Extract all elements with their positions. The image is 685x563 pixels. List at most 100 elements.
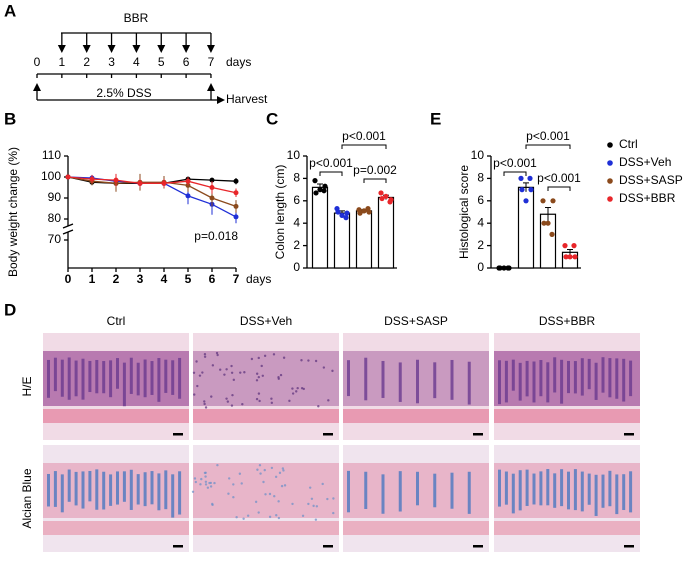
cell: [200, 477, 203, 481]
crypt: [580, 471, 584, 512]
arrow-head: [33, 83, 41, 91]
point: [113, 177, 119, 183]
cell: [215, 351, 219, 355]
cell: [232, 378, 236, 382]
cell: [203, 402, 206, 406]
arrow-head: [182, 45, 191, 53]
muscle: [343, 409, 489, 423]
cell: [204, 406, 208, 409]
y-tick-label: 4: [293, 215, 300, 229]
cell: [258, 399, 261, 403]
crypt: [511, 359, 515, 391]
legend-label: Ctrl: [619, 137, 638, 151]
crypt: [546, 362, 550, 403]
cell: [203, 352, 207, 356]
crypt: [171, 360, 175, 395]
x-axis-label: days: [246, 272, 271, 286]
cell: [256, 468, 259, 471]
crypt: [518, 362, 522, 401]
arrow-head: [57, 45, 66, 53]
cell: [257, 356, 260, 360]
crypt: [450, 472, 454, 509]
crypt: [622, 474, 626, 511]
cell: [261, 374, 264, 378]
y-tick-label: 90: [48, 190, 62, 204]
cell: [315, 505, 319, 508]
crypt: [81, 471, 85, 509]
cell: [314, 359, 318, 363]
data-point: [379, 195, 385, 202]
panel-label: B: [4, 109, 16, 128]
y-tick-label: 4: [477, 215, 484, 229]
cell: [242, 517, 245, 520]
data-point: [505, 265, 511, 271]
crypt: [594, 474, 598, 516]
muscle: [494, 409, 640, 423]
column-label: Ctrl: [107, 314, 126, 328]
cell: [240, 482, 243, 485]
panel-label: A: [4, 1, 16, 20]
crypt: [95, 359, 99, 394]
crypt: [122, 471, 126, 502]
y-tick-label: 0: [293, 260, 300, 274]
crypt: [88, 360, 92, 393]
cell: [322, 366, 326, 369]
crypt: [88, 470, 92, 502]
cell: [225, 397, 228, 400]
crypt: [164, 359, 168, 393]
legend-marker: [607, 178, 613, 184]
crypt: [532, 361, 536, 403]
endpoint: Harvest: [226, 92, 268, 106]
crypt: [143, 472, 147, 507]
cell: [279, 373, 283, 377]
panel-label: D: [4, 300, 16, 319]
panel-label: E: [430, 109, 441, 128]
cell: [282, 356, 286, 359]
cell: [273, 494, 276, 498]
x-tick-label: 6: [209, 272, 216, 286]
muscle: [193, 521, 339, 535]
day-label: 5: [158, 55, 165, 69]
row-label: Alcian Blue: [20, 468, 34, 528]
data-point: [383, 193, 389, 199]
crypt: [587, 473, 591, 505]
comparison-bracket: [547, 186, 571, 191]
y-tick-label: 6: [477, 193, 484, 207]
y-tick-label: 2: [477, 238, 484, 252]
cell: [211, 364, 215, 367]
y-tick-label: 8: [477, 171, 484, 185]
crypt: [53, 357, 57, 392]
cell: [232, 483, 235, 486]
cell: [250, 357, 254, 361]
cell: [272, 353, 276, 356]
bar: [311, 186, 329, 269]
legend-label: DSS+SASP: [619, 173, 683, 187]
data-point: [361, 208, 367, 214]
arrow-head: [107, 45, 116, 53]
data-point: [344, 210, 350, 216]
axis-break: [62, 229, 74, 235]
crypt: [467, 361, 471, 405]
cell: [288, 399, 291, 403]
crypt: [629, 471, 633, 513]
comparison-label: p<0.001: [493, 156, 537, 170]
cell: [327, 399, 330, 402]
crypt: [171, 474, 175, 518]
cell: [203, 471, 207, 475]
point: [233, 178, 239, 184]
crypt: [560, 469, 564, 507]
crypt: [109, 360, 113, 398]
crypt: [567, 360, 570, 394]
cell: [307, 359, 310, 362]
x-tick-label: 1: [89, 272, 96, 286]
data-point: [572, 254, 578, 260]
data-point: [387, 199, 393, 205]
cell: [264, 493, 267, 496]
cell: [255, 397, 259, 401]
crypt: [504, 471, 508, 505]
cell: [238, 472, 242, 475]
crypt: [74, 471, 78, 506]
series-line: [67, 176, 237, 208]
muscle: [494, 521, 640, 535]
day-label: 0: [34, 55, 41, 69]
